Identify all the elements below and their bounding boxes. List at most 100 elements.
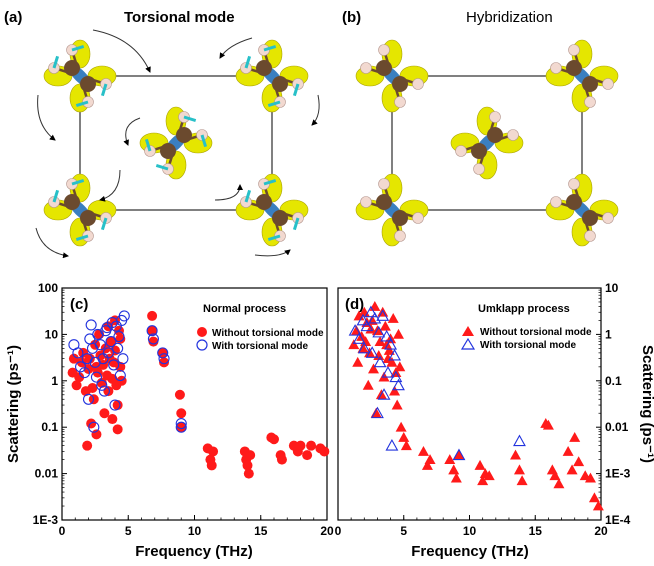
hydrogen-atom <box>550 62 562 74</box>
molecule <box>235 39 309 113</box>
point-without-torsional <box>513 464 525 475</box>
point-without-torsional <box>453 449 465 460</box>
point-with-torsional <box>380 329 394 342</box>
displacement-arrow <box>144 138 152 152</box>
point-without-torsional <box>306 440 317 451</box>
point-without-torsional <box>319 446 330 457</box>
point-without-torsional <box>302 450 313 461</box>
point-without-torsional <box>87 382 98 393</box>
carbon-atom <box>256 60 272 76</box>
point-with-torsional <box>372 325 386 338</box>
panel-b-title: Hybridization <box>466 9 553 26</box>
chart-c-panel-label: (c) <box>70 296 88 313</box>
carbon-atom <box>566 60 582 76</box>
y-tick-label: 1E-3 <box>33 513 59 527</box>
point-without-torsional <box>592 500 604 511</box>
point-without-torsional <box>71 380 82 391</box>
hydrogen-atom <box>550 196 562 208</box>
hydrogen-atom <box>412 78 424 90</box>
molecule <box>355 39 429 113</box>
point-without-torsional <box>377 306 389 317</box>
point-without-torsional <box>387 313 399 323</box>
legend-d-marker-with <box>460 337 476 350</box>
point-with-torsional <box>78 367 91 379</box>
displacement-arrow <box>71 44 85 52</box>
displacement-arrow <box>267 100 281 108</box>
displacement-arrow <box>267 234 281 242</box>
displacement-arrow <box>100 83 108 97</box>
hydrogen-atom <box>602 78 614 90</box>
point-with-torsional <box>106 317 118 329</box>
point-with-torsional <box>368 311 382 324</box>
point-without-torsional <box>295 440 306 451</box>
point-without-torsional <box>421 459 433 470</box>
hydrogen-atom <box>394 230 406 242</box>
point-without-torsional <box>417 445 429 456</box>
point-without-torsional <box>242 460 253 471</box>
point-without-torsional <box>510 449 522 460</box>
point-without-torsional <box>112 424 123 435</box>
panel-a-unit-cell <box>79 75 273 211</box>
point-without-torsional <box>389 385 401 396</box>
point-without-torsional <box>208 446 219 457</box>
point-with-torsional <box>147 333 159 345</box>
chart-c-axes: 0 5 10 15 20 1E-3 0.01 0.1 1 10 100 <box>33 281 334 538</box>
point-with-torsional <box>90 371 102 383</box>
point-without-torsional <box>386 356 398 367</box>
point-without-torsional <box>269 434 279 445</box>
point-with-torsional <box>157 347 169 359</box>
chart-d-xlabel: Frequency (THz) <box>411 543 529 560</box>
chart-c-xlabel: Frequency (THz) <box>135 543 253 560</box>
carbon-atom <box>64 194 80 210</box>
point-without-torsional <box>276 454 287 465</box>
chart-c-annotation: Normal process <box>203 303 286 315</box>
displacement-arrow <box>200 134 208 148</box>
carbon-atom <box>160 143 176 159</box>
point-without-torsional <box>584 472 596 483</box>
molecule <box>235 173 309 247</box>
y-tick-label: 1E-3 <box>605 467 631 481</box>
carbon-atom <box>487 127 503 143</box>
point-with-torsional <box>381 365 395 378</box>
point-without-torsional <box>368 363 380 374</box>
point-without-torsional <box>352 356 364 367</box>
point-without-torsional <box>391 399 403 410</box>
point-without-torsional <box>115 361 126 372</box>
point-without-torsional <box>243 468 254 479</box>
carbon-atom <box>392 76 408 92</box>
chart-d-points <box>348 300 604 511</box>
point-with-torsional <box>513 434 526 447</box>
point-with-torsional <box>109 399 121 411</box>
chart-c-ylabel: Scattering (ps⁻¹) <box>5 345 22 463</box>
legend-c-marker-with <box>196 339 208 351</box>
hydrogen-atom <box>412 212 424 224</box>
point-with-torsional <box>175 417 187 430</box>
point-without-torsional <box>147 325 158 336</box>
panel-b-label: (b) <box>342 9 361 26</box>
carbon-atom <box>376 60 392 76</box>
point-with-torsional <box>113 330 125 343</box>
point-with-torsional <box>175 421 187 433</box>
x-tick-label: 5 <box>400 524 407 538</box>
carbon-atom <box>80 210 96 226</box>
point-without-torsional <box>74 372 85 383</box>
y-tick-label: 0.1 <box>41 420 58 434</box>
point-with-torsional <box>102 347 114 359</box>
panel-a-label: (a) <box>4 9 22 26</box>
x-tick-label: 0 <box>59 524 66 538</box>
y-tick-label: 10 <box>45 327 59 341</box>
panel-a-title: Torsional mode <box>124 9 235 26</box>
molecule <box>450 106 524 180</box>
hydrogen-atom <box>489 111 501 123</box>
chart-d-annotation: Umklapp process <box>478 303 570 315</box>
point-with-torsional <box>75 361 87 373</box>
panel-a-molecules <box>43 39 309 247</box>
point-with-torsional <box>105 336 117 348</box>
point-with-torsional <box>72 347 84 359</box>
point-without-torsional <box>569 431 581 442</box>
point-with-torsional <box>385 439 399 451</box>
point-with-torsional <box>365 346 379 358</box>
hydrogen-atom <box>568 178 580 190</box>
displacement-arrow <box>244 189 252 203</box>
